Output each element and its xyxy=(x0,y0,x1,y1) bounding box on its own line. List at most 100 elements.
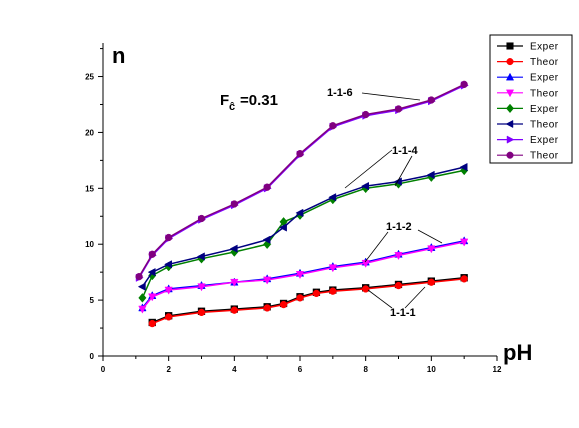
series-4-point xyxy=(427,245,436,254)
series-2-point xyxy=(197,308,206,317)
legend-label: Theor xyxy=(530,120,559,131)
legend-label: Theor xyxy=(530,57,559,68)
series-8-point xyxy=(230,200,238,208)
curve-label-1-1-1: 1-1-1 xyxy=(390,307,416,319)
series-4-point xyxy=(328,264,337,273)
series-6-point xyxy=(229,244,238,253)
y-tick-label: 15 xyxy=(85,184,94,193)
series-2-point xyxy=(394,281,403,290)
series-4-point xyxy=(295,271,305,280)
series-8-point xyxy=(263,183,271,191)
series-8-point xyxy=(165,233,173,242)
y-tick-label: 20 xyxy=(85,128,94,137)
arrow-1-1-2-a xyxy=(364,231,389,263)
series-8-point xyxy=(460,80,468,89)
series-4-point xyxy=(138,305,147,314)
legend-marker xyxy=(506,151,514,159)
series-6-point xyxy=(147,268,156,277)
series-2-point xyxy=(427,278,435,286)
series-8 xyxy=(135,80,468,281)
curve-label-1-1-4: 1-1-4 xyxy=(392,145,419,157)
legend-item-6: Theor xyxy=(497,120,559,131)
data-layer xyxy=(135,80,469,328)
series-2-point xyxy=(165,313,173,321)
series-6 xyxy=(137,162,468,291)
y-tick-label: 10 xyxy=(85,240,94,249)
series-8-point xyxy=(197,214,206,223)
x-tick-label: 10 xyxy=(427,365,436,374)
series-8-point xyxy=(427,96,435,104)
series-6-point xyxy=(426,170,435,180)
series-6-point xyxy=(361,181,369,191)
legend-label: Exper xyxy=(530,42,559,53)
curve-label-1-1-6: 1-1-6 xyxy=(327,87,353,99)
series-8-line xyxy=(138,83,465,277)
series-4-point xyxy=(230,278,239,287)
series-2-point xyxy=(148,319,156,328)
legend-item-4: Theor xyxy=(497,88,559,99)
series-2-point xyxy=(329,287,337,295)
legend-label: Theor xyxy=(530,88,559,99)
x-tick-label: 4 xyxy=(232,365,237,374)
series-2-point xyxy=(263,304,271,312)
series-8-point xyxy=(148,250,156,258)
series-4 xyxy=(138,238,469,314)
series-6-point xyxy=(196,252,205,261)
series-2-point xyxy=(312,289,321,298)
series-6-point xyxy=(278,223,287,232)
series-8-point xyxy=(362,110,370,119)
arrow-1-1-6 xyxy=(361,92,421,101)
fm-annotation-sub: ĉ xyxy=(229,101,235,113)
series-2-point xyxy=(362,285,370,293)
series-4-point xyxy=(394,252,403,261)
series-8-point xyxy=(394,105,403,113)
series-6-point xyxy=(164,260,172,269)
x-tick-label: 8 xyxy=(363,365,368,374)
series-6-point xyxy=(137,282,146,291)
legend-item-1: Exper xyxy=(497,42,559,53)
ticks xyxy=(98,48,498,361)
series-8-point xyxy=(329,122,337,130)
x-tick-label: 6 xyxy=(298,365,303,374)
legend-marker xyxy=(506,103,514,114)
fm-annotation: F ĉ =0.31 xyxy=(220,92,278,113)
series-2 xyxy=(148,275,468,328)
series-8-point xyxy=(135,272,143,281)
series-6-point xyxy=(295,208,304,218)
series-4-line xyxy=(141,241,465,310)
y-tick-label: 25 xyxy=(85,73,94,82)
legend-box xyxy=(489,34,573,164)
fm-annotation-main: F xyxy=(220,92,229,109)
legend-label: Theor xyxy=(530,151,559,162)
legend-label: Exper xyxy=(530,135,559,146)
series-6-point xyxy=(262,235,271,244)
legend-marker xyxy=(505,72,515,81)
y-axis-title: n xyxy=(112,43,125,68)
arrow-1-1-2-b xyxy=(417,229,443,244)
x-tick-label: 0 xyxy=(101,365,106,374)
series-2-point xyxy=(296,294,304,302)
arrow-1-1-1-a xyxy=(367,289,393,309)
arrow-1-1-4-a xyxy=(344,149,393,189)
series-4-point xyxy=(460,238,469,247)
x-tick-label: 12 xyxy=(493,365,502,374)
y-tick-label: 5 xyxy=(90,296,95,305)
series-4-point xyxy=(263,276,272,285)
legend-items: Exper Theor Exper Theor Exper Theor Exper Theor xyxy=(497,42,559,162)
fm-annotation-value: =0.31 xyxy=(240,92,278,109)
legend-item-8: Theor xyxy=(497,151,559,162)
series-2-point xyxy=(230,306,238,314)
legend-marker xyxy=(506,135,515,144)
legend-marker xyxy=(506,42,514,50)
curve-label-1-1-2: 1-1-2 xyxy=(386,221,412,233)
legend-label: Exper xyxy=(530,73,559,84)
legend-marker xyxy=(506,58,514,66)
legend-item-7: Exper xyxy=(497,135,559,146)
series-4-point xyxy=(361,259,370,268)
series-2-point xyxy=(460,275,468,283)
arrow-1-1-1-b xyxy=(404,286,426,309)
series-8-point xyxy=(296,150,304,158)
x-axis-title: pH xyxy=(503,340,532,365)
